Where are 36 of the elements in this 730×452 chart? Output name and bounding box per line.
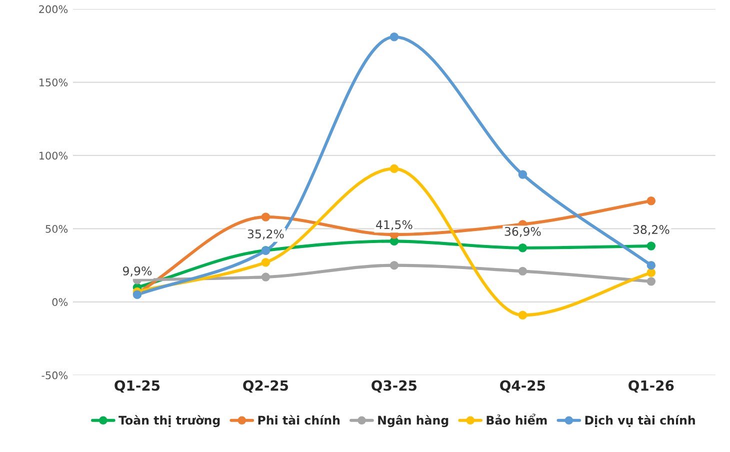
- y-tick-label: -50%: [42, 371, 68, 380]
- y-tick-label: 50%: [46, 224, 68, 233]
- point: [261, 212, 270, 222]
- data-label: 41,5%: [376, 220, 412, 230]
- data-label: 9,9%: [122, 266, 152, 277]
- x-tick-label: Q3-25: [372, 380, 417, 393]
- y-tick-label: 0%: [52, 298, 68, 306]
- legend-label: Bảo hiểm: [486, 414, 547, 425]
- x-tick-label: Q1-25: [114, 380, 160, 393]
- point: [261, 272, 270, 282]
- y-tick-label: 200%: [39, 5, 68, 14]
- x-tick-label: Q1-26: [628, 380, 674, 393]
- legend-label: Phi tài chính: [258, 415, 340, 425]
- point: [390, 164, 399, 174]
- point: [646, 196, 656, 206]
- y-tick-label: 100%: [40, 152, 68, 160]
- point: [390, 32, 399, 42]
- point: [646, 277, 656, 286]
- point: [518, 244, 528, 252]
- legend-label: Toàn thị trường: [118, 415, 220, 428]
- data-label: 38,2%: [633, 225, 670, 236]
- legend-label: Ngân hàng: [378, 415, 448, 428]
- legend-label: Dịch vụ tài chính: [585, 415, 695, 428]
- y-tick-label: 150%: [40, 78, 68, 86]
- point: [390, 260, 399, 270]
- point: [518, 170, 528, 179]
- point: [646, 242, 656, 250]
- x-tick-label: Q4-25: [500, 380, 545, 393]
- point: [646, 268, 656, 278]
- point: [518, 310, 528, 320]
- data-label: 36,9%: [504, 226, 541, 238]
- data-label: 35,2%: [248, 229, 284, 240]
- point: [646, 260, 656, 270]
- point: [261, 258, 270, 267]
- x-tick-label: Q2-25: [243, 380, 288, 393]
- point: [518, 266, 528, 276]
